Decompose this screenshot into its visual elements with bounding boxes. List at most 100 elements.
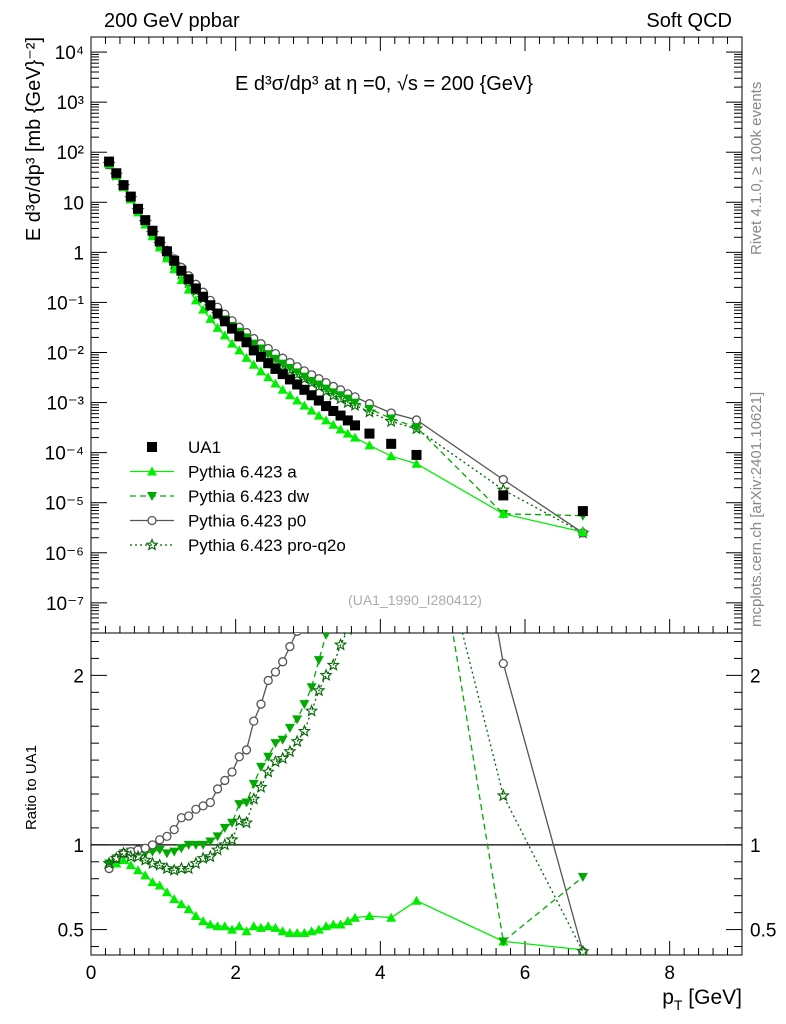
ratio-point-pythia-6-423-dw	[498, 937, 509, 947]
data-point-ua1	[227, 323, 238, 334]
ratio-point-pythia-6-423-a	[306, 926, 317, 936]
ratio-point-pythia-6-423-a	[411, 895, 422, 905]
data-point-ua1	[125, 191, 136, 202]
ratio-series-pythia-6-423-dw	[104, 468, 588, 947]
ratio-point-pythia-6-423-a	[125, 860, 136, 870]
header-right-label: Soft QCD	[646, 10, 732, 32]
data-point-pythia-6-423-a	[255, 366, 266, 376]
ratio-point-pythia-6-423-a	[133, 865, 144, 875]
ratio-point-pythia-6-423-dw	[212, 832, 223, 842]
ratio-point-pythia-6-423-pro-q2o	[254, 780, 268, 793]
ratio-line-pythia-6-423-pro-q2o	[108, 633, 584, 952]
ratio-line-pythia-6-423-p0	[108, 633, 584, 952]
ratio-point-pythia-6-423-a	[292, 927, 303, 937]
data-point-pythia-6-423-a	[263, 372, 274, 382]
data-point-pythia-6-423-a	[306, 405, 317, 415]
ratio-point-pythia-6-423-pro-q2o	[576, 944, 590, 955]
ratio-point-pythia-6-423-p0	[220, 775, 230, 786]
data-point-pythia-6-423-dw	[292, 368, 303, 378]
ratio-point-pythia-6-423-a	[183, 904, 194, 914]
ratio-point-pythia-6-423-dw	[198, 840, 209, 850]
legend-marker-pythia-6-423-dw	[147, 492, 157, 501]
data-point-pythia-6-423-a	[198, 304, 209, 314]
ratio-point-pythia-6-423-pro-q2o	[386, 534, 396, 544]
data-point-ua1	[386, 438, 397, 449]
ratio-point-pythia-6-423-pro-q2o	[247, 792, 261, 805]
ratio-point-pythia-6-423-pro-q2o	[305, 704, 319, 717]
ratio-point-pythia-6-423-p0	[155, 835, 165, 845]
ratio-point-pythia-6-423-p0	[308, 575, 316, 583]
ratio-point-pythia-6-423-a	[364, 911, 375, 921]
data-point-ua1	[277, 369, 288, 380]
data-point-pythia-6-423-dw	[364, 404, 375, 414]
y-tick-label-ratio-right: 0.5	[750, 921, 776, 942]
ratio-point-pythia-6-423-pro-q2o	[297, 724, 312, 737]
data-point-ua1	[133, 203, 144, 214]
x-tick-label: 0	[86, 963, 97, 984]
data-point-pythia-6-423-a	[292, 395, 303, 405]
ratio-plot-marks	[102, 382, 590, 955]
data-point-ua1	[248, 345, 259, 356]
data-point-pythia-6-423-a	[498, 508, 509, 518]
ratio-point-pythia-6-423-dw	[169, 847, 180, 857]
ratio-point-pythia-6-423-dw	[183, 840, 194, 850]
ratio-point-pythia-6-423-p0	[205, 797, 216, 808]
analysis-tag: (UA1_1990_I280412)	[348, 592, 482, 608]
y-tick-label-main: 10³	[57, 93, 84, 114]
legend-marker-ua1	[147, 442, 157, 452]
ratio-point-pythia-6-423-p0	[322, 512, 330, 520]
data-point-pythia-6-423-dw	[270, 354, 281, 364]
data-point-ua1	[292, 379, 303, 390]
ratio-point-pythia-6-423-a	[313, 924, 324, 934]
ratio-point-pythia-6-423-dw	[248, 779, 259, 789]
ratio-point-pythia-6-423-a	[335, 919, 346, 929]
data-point-ua1	[328, 405, 339, 416]
ratio-point-pythia-6-423-a	[205, 919, 216, 929]
y-tick-label-main: 10⁻³	[47, 394, 85, 415]
data-point-ua1	[306, 390, 317, 401]
ratio-point-pythia-6-423-a	[299, 927, 310, 937]
y-tick-label-ratio: 0.5	[58, 921, 84, 942]
data-point-ua1	[498, 490, 509, 501]
ratio-point-pythia-6-423-dw	[234, 800, 245, 810]
data-point-ua1	[234, 331, 245, 342]
ratio-point-pythia-6-423-pro-q2o	[138, 853, 152, 866]
y-tick-label-ratio: 1	[73, 836, 84, 857]
ratio-point-pythia-6-423-a	[140, 870, 151, 880]
data-point-pythia-6-423-p0	[411, 415, 422, 425]
ratio-point-pythia-6-423-dw	[219, 823, 230, 833]
legend: UA1 Pythia 6.423 a Pythia 6.423 dw Pythia 6…	[130, 438, 346, 555]
ratio-point-pythia-6-423-pro-q2o	[496, 788, 510, 802]
ratio-point-pythia-6-423-a	[255, 922, 266, 932]
y-tick-label-main: 10⁻¹	[47, 293, 85, 314]
data-point-pythia-6-423-dw	[411, 423, 422, 433]
data-point-ua1	[299, 384, 310, 395]
x-axis-title-subscript: T	[674, 997, 683, 1013]
ratio-point-pythia-6-423-dw	[306, 683, 317, 693]
ratio-point-pythia-6-423-a	[234, 921, 245, 931]
main-y-axis-title: E d³σ/dp³ [mb {GeV}⁻²]	[23, 37, 45, 241]
data-point-pythia-6-423-a	[411, 458, 422, 468]
legend-marker-pythia-6-423-a	[147, 466, 157, 476]
y-tick-label-main: 10⁻²	[47, 343, 85, 364]
ratio-point-pythia-6-423-dw	[161, 849, 172, 859]
data-point-pythia-6-423-dw	[277, 359, 288, 369]
series-pythia-6-423-dw	[104, 160, 588, 521]
ratio-point-pythia-6-423-p0	[140, 843, 150, 853]
y-tick-label-main: 10⁻⁶	[45, 544, 84, 565]
ratio-point-pythia-6-423-dw	[386, 468, 396, 477]
legend-label-ua1: UA1	[188, 438, 221, 457]
ratio-point-pythia-6-423-a	[147, 877, 158, 887]
ratio-point-pythia-6-423-a	[263, 921, 274, 931]
ratio-point-pythia-6-423-p0	[351, 382, 359, 390]
ratio-point-pythia-6-423-a	[219, 921, 230, 931]
ratio-point-pythia-6-423-dw	[241, 798, 252, 808]
data-point-pythia-6-423-a	[212, 322, 223, 332]
ratio-point-pythia-6-423-pro-q2o	[145, 856, 160, 870]
ratio-point-pythia-6-423-pro-q2o	[225, 832, 239, 846]
ratio-point-pythia-6-423-a	[321, 921, 332, 931]
x-tick-label: 6	[520, 963, 531, 984]
data-point-ua1	[169, 255, 180, 266]
data-point-ua1	[198, 291, 209, 302]
ratio-point-pythia-6-423-dw	[364, 480, 374, 489]
